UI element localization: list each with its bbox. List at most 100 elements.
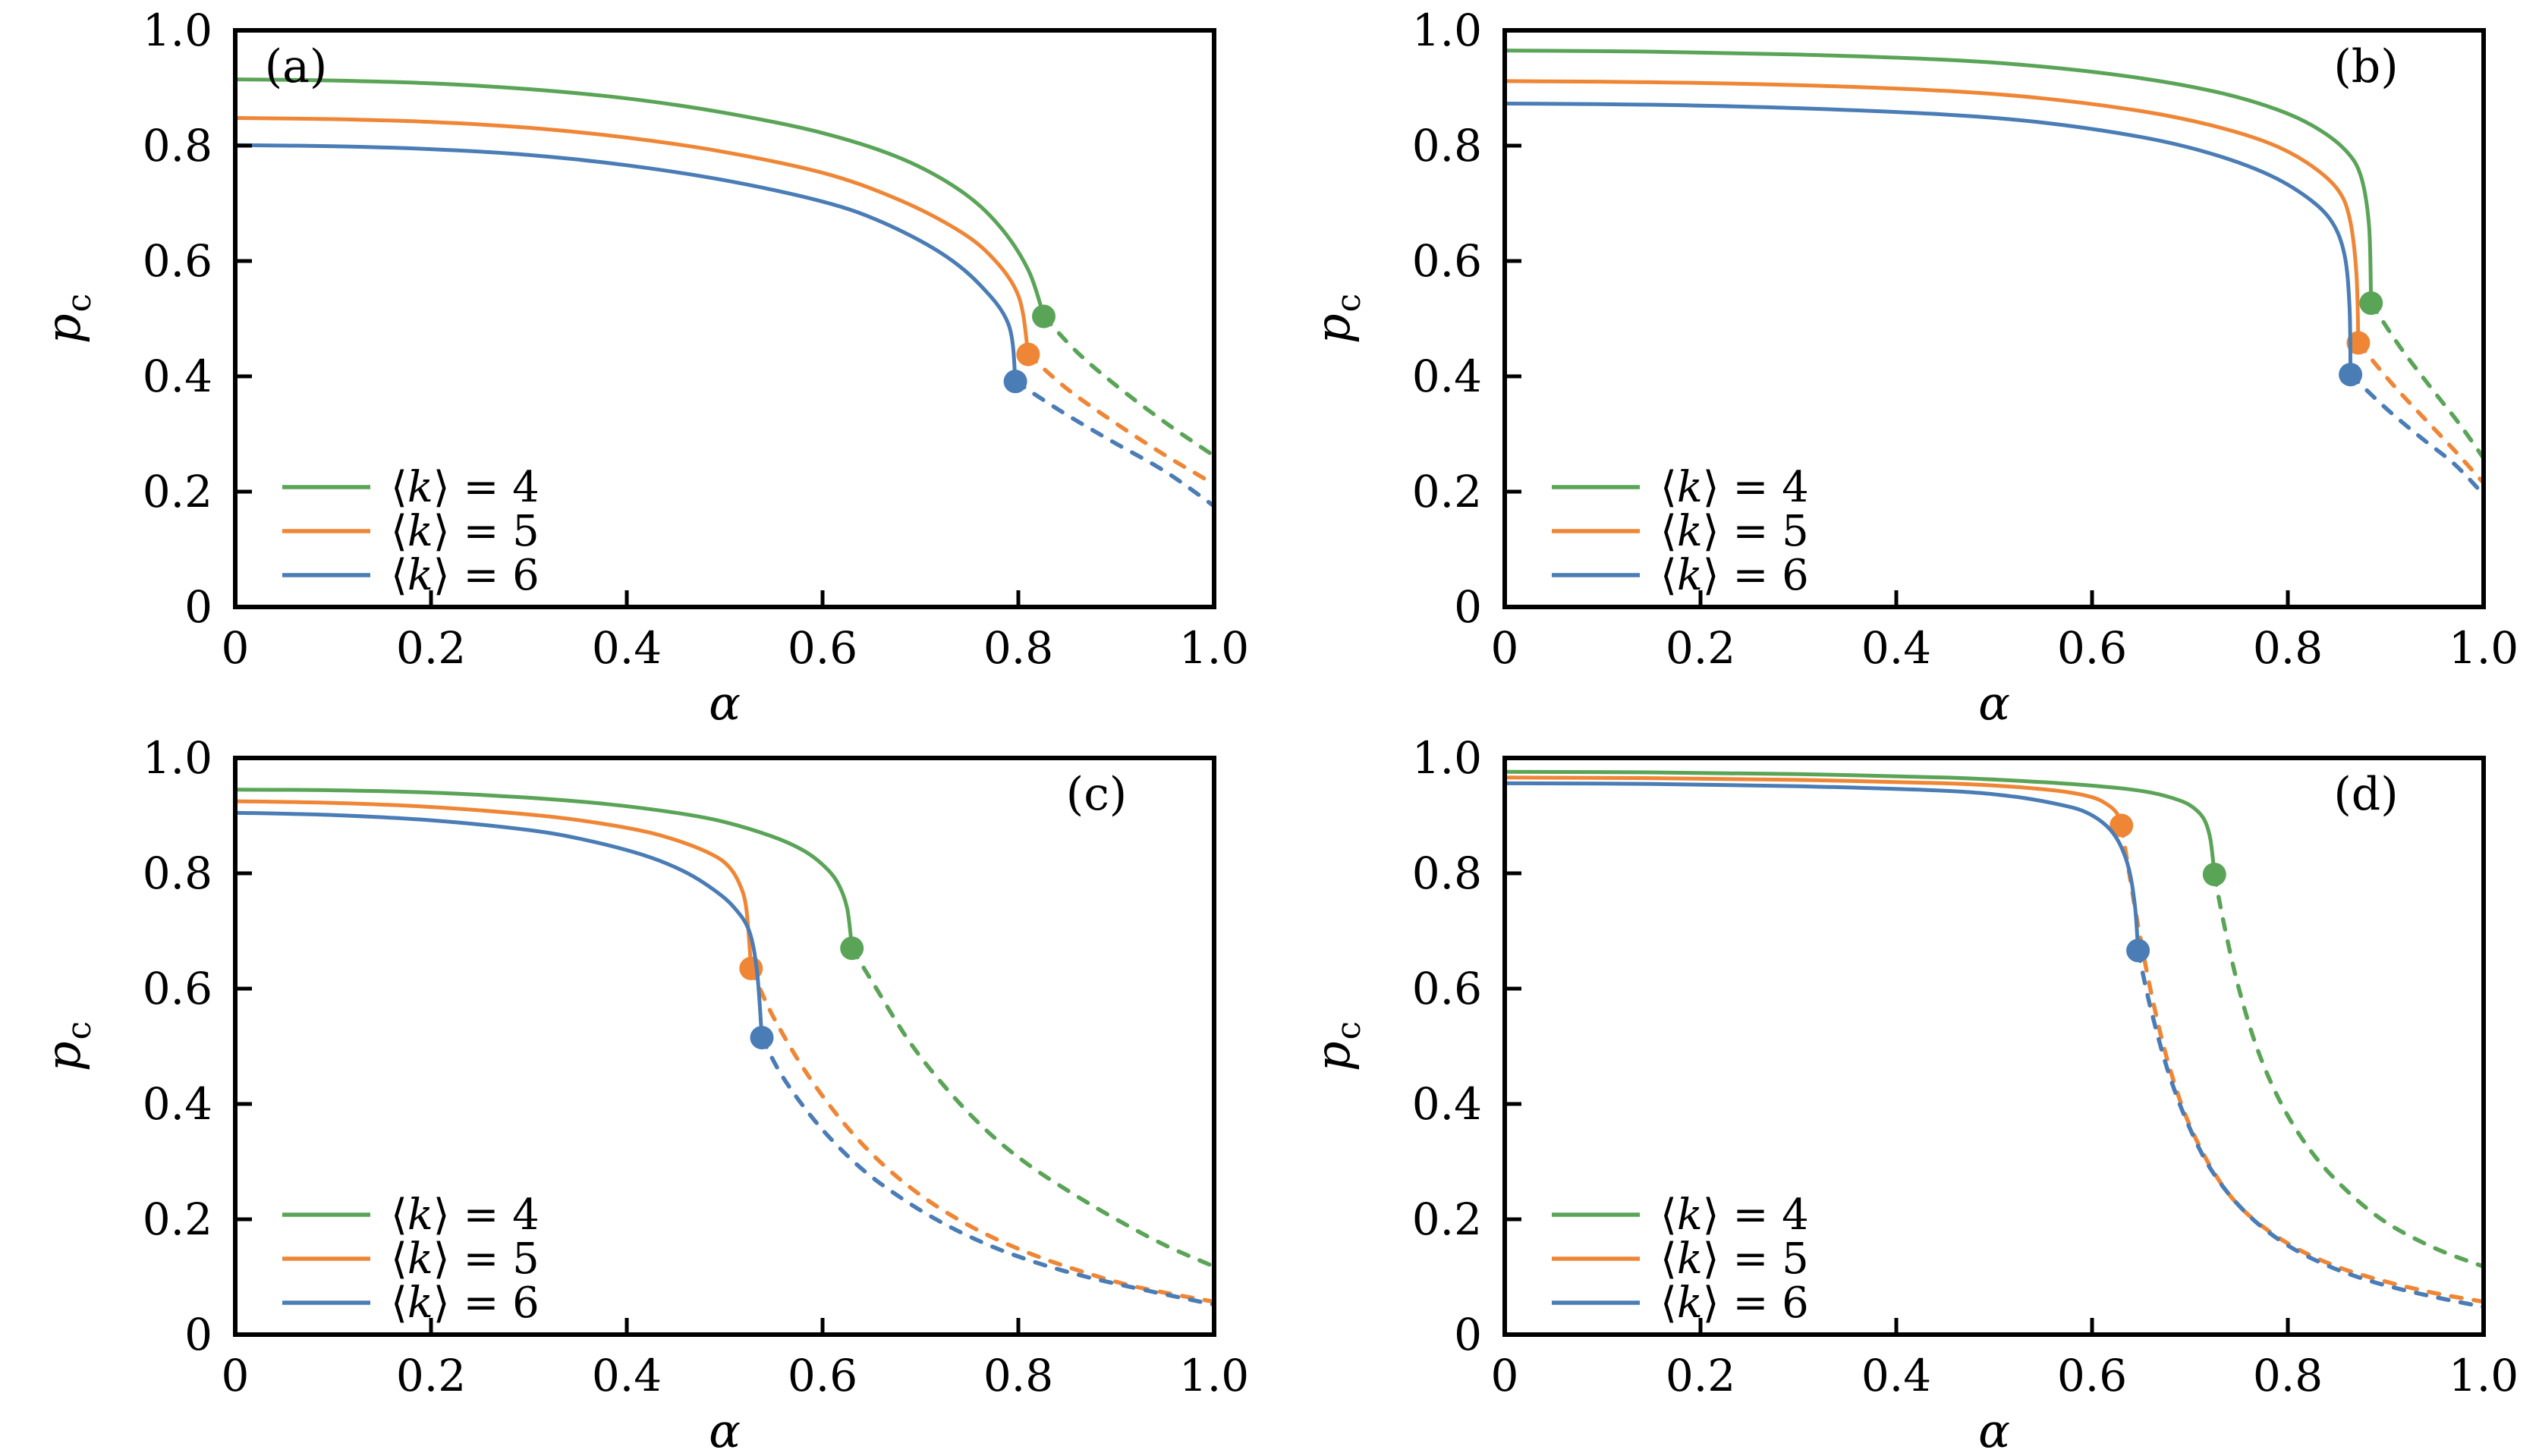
x-tick-label: 0 <box>1491 1350 1519 1401</box>
series-k6 <box>233 810 1216 1307</box>
legend-item-k5: ⟨k⟩ = 5 <box>282 507 540 556</box>
series-k4-critical-point-marker <box>840 936 864 961</box>
x-tick-label: 0.2 <box>1666 622 1735 674</box>
y-tick-label: 0.4 <box>1412 1078 1482 1130</box>
x-tick-label: 0.2 <box>396 1350 466 1401</box>
x-tick-label: 0.8 <box>983 1350 1053 1401</box>
y-tick-label: 1.0 <box>143 5 212 56</box>
series-k4-dashed-line <box>2368 300 2486 461</box>
series-k6-critical-point-marker <box>2126 939 2150 963</box>
y-tick-label: 1.0 <box>1412 732 1482 784</box>
legend-item-k4: ⟨k⟩ = 4 <box>1552 1190 1809 1240</box>
series-k5 <box>233 116 1216 486</box>
series-k4 <box>1502 49 2486 461</box>
legend-label-k5: ⟨k⟩ = 5 <box>1660 507 1809 556</box>
series-k5-dashed-line <box>2119 823 2486 1304</box>
y-tick-label: 0 <box>1454 581 1482 633</box>
series-k6 <box>1502 102 2486 497</box>
y-tick-label: 0.2 <box>143 1193 212 1245</box>
legend-label-k5: ⟨k⟩ = 5 <box>391 507 540 556</box>
series-k5-solid-line <box>1502 79 2361 345</box>
series-k4-critical-point-marker <box>1032 304 1056 329</box>
series-k6-critical-point-marker <box>1003 370 1027 394</box>
y-axis-label: pc <box>1305 1021 1368 1071</box>
plot-d: 0 0.2 0.4 0.6 0.8 1.0 0 0.2 0.4 0.6 0.8 1.0 α pc (d) ⟨k… <box>1305 732 2519 1455</box>
series-k6-solid-line <box>233 810 764 1040</box>
series-k4-critical-point-marker <box>2359 291 2383 315</box>
y-tick-label: 0.2 <box>1412 466 1482 517</box>
series-k4-critical-point-marker <box>2202 863 2226 886</box>
panel-a: 0 0.2 0.4 0.6 0.8 1.0 0 0.2 0.4 0.6 0.8 1.0 α pc (a) ⟨k… <box>0 0 1270 728</box>
x-tick-label: 0 <box>222 1350 250 1401</box>
legend: ⟨k⟩ = 4⟨k⟩ = 5⟨k⟩ = 6 <box>282 463 540 600</box>
y-tick-label: 0.2 <box>143 466 212 517</box>
y-tick-label: 0.6 <box>143 963 212 1014</box>
series-k4-dashed-line <box>849 946 1216 1269</box>
panel-label: (a) <box>265 40 328 93</box>
plot-border <box>233 756 1216 1337</box>
y-axis-label: pc <box>1305 294 1368 344</box>
x-tick-label: 0.2 <box>1666 1350 1735 1401</box>
legend-label-k4: ⟨k⟩ = 4 <box>391 1190 540 1240</box>
x-tick-label: 1.0 <box>2449 1350 2519 1401</box>
series-k5-solid-line <box>233 799 754 970</box>
y-tick-label: 0.6 <box>143 235 212 287</box>
y-tick-label: 1.0 <box>143 732 212 784</box>
series-k4-solid-line <box>233 77 1046 319</box>
series-k6-critical-point-marker <box>750 1026 774 1050</box>
x-tick-label: 0.6 <box>788 622 857 674</box>
legend-label-k4: ⟨k⟩ = 4 <box>391 463 540 512</box>
x-tick-label: 0.4 <box>1861 622 1931 674</box>
series-k6-dashed-line <box>2135 948 2486 1310</box>
legend-label-k4: ⟨k⟩ = 4 <box>1660 463 1809 512</box>
series-k4 <box>233 788 1216 1269</box>
legend-label-k5: ⟨k⟩ = 5 <box>391 1234 540 1284</box>
y-axis-label: pc <box>36 1021 99 1071</box>
legend: ⟨k⟩ = 4⟨k⟩ = 5⟨k⟩ = 6 <box>1552 1190 1809 1328</box>
x-tick-label: 1.0 <box>1179 1350 1249 1401</box>
y-tick-label: 1.0 <box>1412 5 1482 56</box>
y-tick-label: 0 <box>1454 1309 1482 1360</box>
plot-border <box>1502 28 2486 609</box>
legend-item-k5: ⟨k⟩ = 5 <box>1552 507 1809 556</box>
x-tick-label: 0 <box>222 622 250 674</box>
legend-item-k4: ⟨k⟩ = 4 <box>282 463 540 512</box>
x-tick-label: 0.8 <box>2253 1350 2323 1401</box>
y-tick-label: 0.8 <box>143 847 212 899</box>
panel-label: (c) <box>1066 768 1127 821</box>
series-k4-solid-line <box>233 788 854 951</box>
y-tick-label: 0.8 <box>1412 120 1482 171</box>
y-tick-label: 0 <box>184 581 212 633</box>
legend-item-k6: ⟨k⟩ = 6 <box>282 1278 540 1328</box>
y-tick-label: 0.6 <box>1412 963 1482 1014</box>
plot-border <box>233 28 1216 609</box>
legend-item-k6: ⟨k⟩ = 6 <box>282 551 540 600</box>
x-tick-label: 0.6 <box>2057 622 2127 674</box>
panel-label: (d) <box>2333 768 2398 821</box>
legend-item-k6: ⟨k⟩ = 6 <box>1552 1278 1809 1328</box>
legend-item-k4: ⟨k⟩ = 4 <box>1552 463 1809 512</box>
panel-label: (b) <box>2333 40 2398 93</box>
series-k6 <box>1502 781 2486 1310</box>
x-tick-label: 0.8 <box>983 622 1053 674</box>
x-axis-label: α <box>1978 1403 2010 1455</box>
legend: ⟨k⟩ = 4⟨k⟩ = 5⟨k⟩ = 6 <box>1552 463 1809 600</box>
series-k5-solid-line <box>233 116 1030 357</box>
series-k5-critical-point-marker <box>1016 342 1040 366</box>
y-tick-label: 0.8 <box>143 120 212 171</box>
legend-label-k4: ⟨k⟩ = 4 <box>1660 1190 1809 1240</box>
series-k5 <box>1502 775 2486 1304</box>
series-k4-dashed-line <box>1041 314 1216 458</box>
legend-label-k6: ⟨k⟩ = 6 <box>391 551 540 600</box>
series-k6-dashed-line <box>760 1035 1216 1307</box>
y-tick-label: 0.8 <box>1412 847 1482 899</box>
legend-item-k4: ⟨k⟩ = 4 <box>282 1190 540 1240</box>
series-k4 <box>1502 769 2486 1269</box>
series-k6-solid-line <box>1502 102 2353 377</box>
y-tick-label: 0.6 <box>1412 235 1482 287</box>
x-tick-label: 0.4 <box>1861 1350 1931 1401</box>
series-k4-dashed-line <box>2212 872 2486 1269</box>
legend-item-k5: ⟨k⟩ = 5 <box>1552 1234 1809 1284</box>
legend-label-k6: ⟨k⟩ = 6 <box>1660 551 1809 600</box>
